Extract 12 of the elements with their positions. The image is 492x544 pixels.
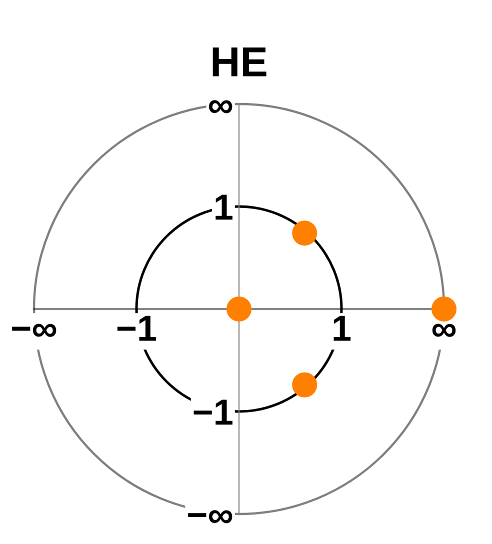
point bbox=[292, 372, 318, 398]
point bbox=[432, 296, 456, 322]
y-tick-label: −∞ bbox=[188, 510, 232, 524]
chart-title: HE bbox=[212, 48, 266, 76]
y-tick-label: ∞ bbox=[208, 100, 232, 114]
x-tick-label: 1 bbox=[334, 316, 351, 341]
point bbox=[292, 220, 318, 246]
y-tick-label: 1 bbox=[216, 194, 232, 220]
x-tick-label: ∞ bbox=[432, 324, 456, 337]
y-tick-label: −1 bbox=[194, 400, 232, 425]
x-tick-label: −1 bbox=[117, 316, 156, 341]
x-tick-label: −∞ bbox=[12, 324, 56, 337]
